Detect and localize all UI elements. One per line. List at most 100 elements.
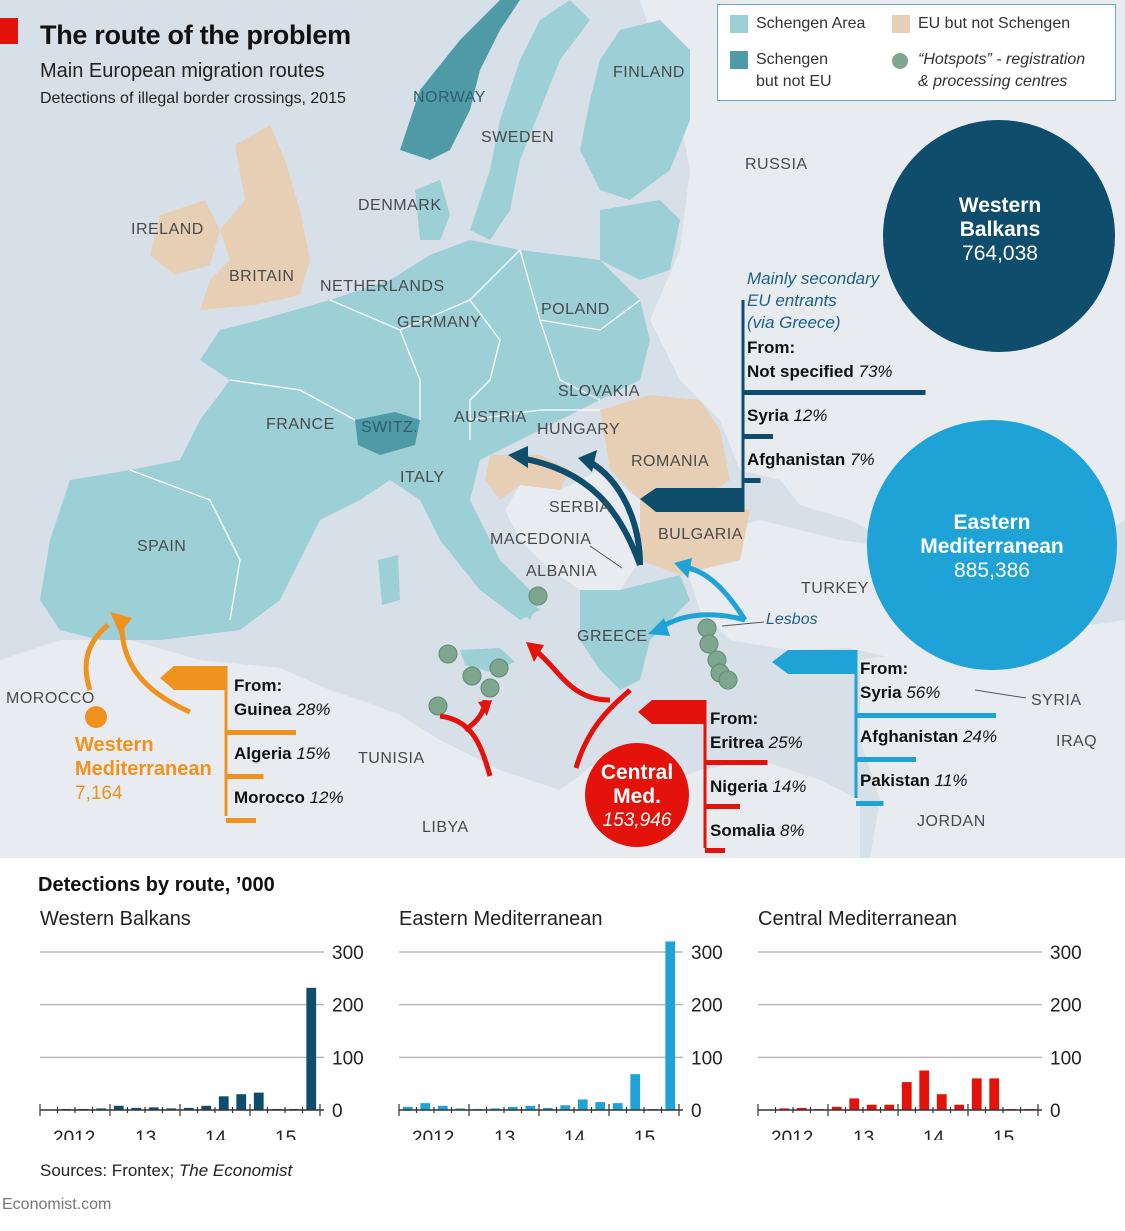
- x-tick-label: 13: [135, 1128, 156, 1140]
- origin-pct: 25%: [768, 733, 803, 752]
- bar: [131, 1107, 142, 1110]
- bar: [507, 1106, 518, 1110]
- label-poland: POLAND: [541, 301, 610, 318]
- em-origin-1: Afghanistan 24%: [860, 727, 997, 747]
- origin-name: Algeria: [234, 744, 292, 763]
- bar: [936, 1094, 947, 1110]
- label-denmark: DENMARK: [358, 197, 442, 214]
- bar: [420, 1103, 431, 1110]
- y-tick-label: 0: [1050, 1101, 1061, 1122]
- x-tick-label: 15: [275, 1128, 296, 1140]
- label-sweden: SWEDEN: [481, 129, 555, 146]
- arrowhead: [648, 618, 670, 636]
- origin-share-bar: [226, 818, 256, 823]
- wb-origin-0: Not specified 73%: [747, 362, 893, 382]
- schengen-swatch: [730, 15, 748, 33]
- wb-origin-2: Afghanistan 7%: [747, 450, 875, 470]
- legend-schengen-not-eu-2: but not EU: [756, 73, 832, 90]
- cm-origin-1: Nigeria 14%: [710, 777, 806, 797]
- label-macedonia: MACEDONIA: [490, 531, 592, 548]
- origin-share-bar: [743, 390, 926, 395]
- arrowhead: [110, 612, 132, 634]
- y-tick-label: 100: [691, 1048, 723, 1069]
- legend-hotspots-2: & processing centres: [918, 73, 1068, 90]
- label-greece: GREECE: [577, 628, 648, 645]
- hotspot-marker: [718, 670, 738, 690]
- chart-title: The route of the problem: [40, 20, 351, 50]
- arrowhead: [526, 642, 544, 662]
- arrowhead: [478, 700, 492, 716]
- bar: [253, 1092, 264, 1110]
- origin-name: Guinea: [234, 700, 292, 719]
- arrowhead: [508, 446, 528, 468]
- label-morocco: MOROCCO: [6, 690, 95, 707]
- land-switzerland: [355, 412, 420, 455]
- eastern-med-label-1: Eastern: [953, 511, 1031, 534]
- land-baltics: [600, 200, 680, 280]
- origin-pct: 15%: [296, 744, 331, 763]
- land-ireland: [150, 200, 220, 275]
- western-balkans-label: Western Balkans 764,038: [925, 194, 1075, 266]
- bar: [612, 1103, 623, 1110]
- x-tick-label: 2012: [412, 1128, 454, 1140]
- land-norway: [400, 0, 520, 160]
- bar: [849, 1098, 860, 1110]
- map-canvas: [0, 0, 1125, 858]
- map-legend: Schengen Area EU but not Schengen Scheng…: [717, 4, 1116, 101]
- em-origin-2: Pakistan 11%: [860, 771, 967, 791]
- western-balkans-label-1: Western: [958, 194, 1042, 217]
- bar: [201, 1105, 212, 1110]
- label-finland: FINLAND: [613, 64, 685, 81]
- wm-origin-2: Morocco 12%: [234, 788, 344, 808]
- bar-chart-western-balkans: 0 100 200 300 2012 13 14 15: [30, 940, 390, 1149]
- cm-origin-2: Somalia 8%: [710, 821, 805, 841]
- y-tick-label: 300: [691, 943, 723, 964]
- legend-schengen-not-eu-1: Schengen: [756, 51, 829, 68]
- origin-name: Morocco: [234, 788, 305, 807]
- bar: [148, 1107, 159, 1110]
- origin-name: Afghanistan: [747, 450, 846, 469]
- chart-svg: 0 100 200 300 2012 13 14 15: [39, 943, 364, 1149]
- bar: [901, 1082, 912, 1110]
- label-albania: ALBANIA: [526, 563, 598, 580]
- bar: [954, 1104, 965, 1110]
- wm-origin-0: Guinea 28%: [234, 700, 330, 720]
- label-spain: SPAIN: [137, 538, 187, 555]
- hotspot-swatch: [892, 53, 908, 69]
- hotspot-marker: [462, 666, 482, 686]
- x-tick-label: 2012: [771, 1128, 813, 1140]
- wb-origin-1: Syria 12%: [747, 406, 827, 426]
- legend-eu-not-schengen: EU but not Schengen: [918, 15, 1071, 32]
- country-borders: [129, 249, 641, 621]
- bottom-section-title: Detections by route, ’000: [38, 874, 275, 896]
- bar: [595, 1102, 606, 1110]
- western-balkans-arrows: [519, 455, 643, 567]
- origin-share-bar: [705, 804, 740, 809]
- site-credit: Economist.com: [2, 1196, 112, 1213]
- cm-origin-0: Eritrea 25%: [710, 733, 803, 753]
- bar: [577, 1099, 588, 1110]
- hotspot-marker: [489, 658, 509, 678]
- origin-pct: 12%: [309, 788, 344, 807]
- origin-pct: 14%: [772, 777, 807, 796]
- eastern-med-from: From:: [860, 659, 909, 678]
- land-western-europe: [40, 240, 650, 640]
- lesbos-leader: [721, 621, 765, 627]
- origin-share-bar: [226, 774, 264, 779]
- origin-pct: 56%: [906, 683, 941, 702]
- chart-title-western-balkans: Western Balkans: [40, 908, 191, 930]
- bar: [96, 1108, 107, 1110]
- schengen-not-eu-swatch: [730, 51, 748, 69]
- note-line-1: Mainly secondary: [747, 269, 880, 288]
- x-tick-label: 14: [564, 1128, 586, 1140]
- bar: [525, 1105, 536, 1110]
- hotspot-marker: [528, 586, 548, 606]
- bar-chart-eastern-med: 0 100 200 300 2012 13 14 15: [389, 940, 749, 1149]
- chart-title-central-med: Central Mediterranean: [758, 908, 957, 930]
- origin-share-bar: [226, 730, 296, 735]
- central-med-total: 153,946: [602, 810, 672, 831]
- land-greece: [580, 575, 690, 690]
- central-med-label: Central Med. 153,946: [587, 761, 687, 833]
- label-britain: BRITAIN: [229, 268, 295, 285]
- chart-svg: 0 100 200 300 2012 13 14 15: [398, 941, 723, 1149]
